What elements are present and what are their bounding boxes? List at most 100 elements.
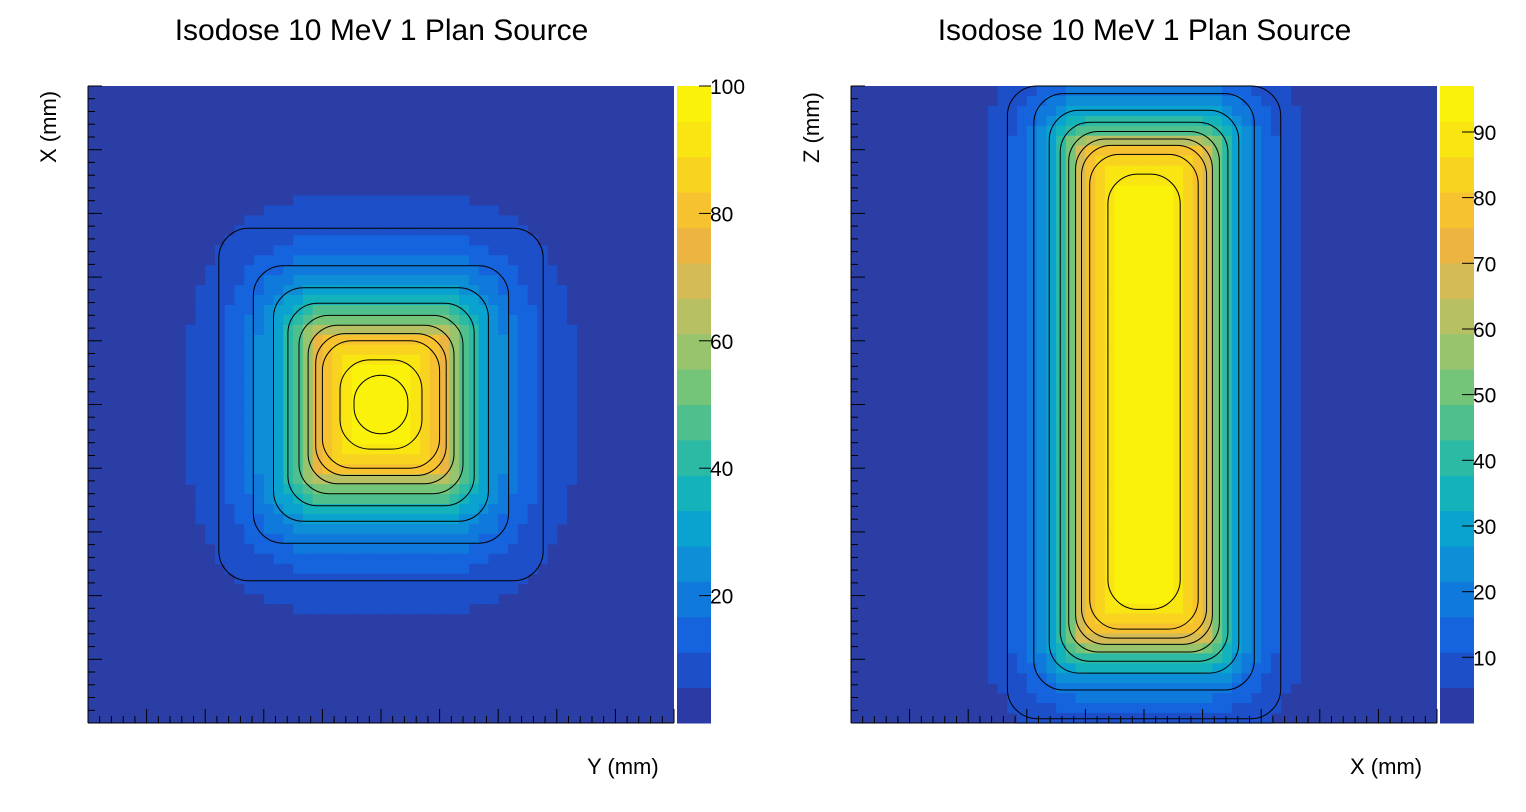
heatmap-cell <box>224 275 236 286</box>
heatmap-cell <box>234 374 245 386</box>
heatmap-cell <box>488 494 499 505</box>
heatmap-cell <box>1104 444 1116 455</box>
heatmap-cell <box>1085 354 1096 366</box>
heatmap-cell <box>273 454 284 465</box>
heatmap-cell <box>341 474 353 485</box>
heatmap-cell <box>214 354 226 366</box>
heatmap-cell <box>341 504 353 515</box>
heatmap-cell <box>1065 205 1077 216</box>
heatmap-cell <box>517 295 529 306</box>
heatmap-cell <box>1065 115 1077 127</box>
heatmap-cell <box>1290 504 1301 515</box>
heatmap-cell <box>1212 115 1223 127</box>
heatmap-cell <box>1192 145 1204 157</box>
heatmap-cell <box>1056 523 1067 535</box>
heatmap-cell <box>322 394 333 406</box>
heatmap-cell <box>517 384 529 396</box>
heatmap-cell <box>997 215 1008 226</box>
heatmap-cell <box>478 583 490 595</box>
heatmap-cell <box>400 414 411 425</box>
heatmap-cell <box>1231 145 1243 157</box>
heatmap-cell <box>1104 354 1116 366</box>
heatmap-cell <box>1280 285 1292 296</box>
heatmap-cell <box>400 245 411 256</box>
heatmap-cell <box>1144 583 1155 595</box>
heatmap-cell <box>439 245 450 256</box>
heatmap-cell <box>205 364 216 376</box>
heatmap-cell <box>322 235 333 246</box>
heatmap-cell <box>517 334 529 346</box>
heatmap-cell <box>507 354 519 366</box>
heatmap-cell <box>1046 125 1057 137</box>
heatmap-cell <box>1036 663 1047 674</box>
heatmap-cell <box>1124 255 1135 266</box>
heatmap-cell <box>1261 195 1272 207</box>
heatmap-cell <box>1095 255 1106 266</box>
heatmap-cell <box>1104 86 1116 97</box>
heatmap-cell <box>1104 245 1116 256</box>
heatmap-cell <box>1017 225 1028 236</box>
heatmap-cell <box>1212 523 1223 535</box>
heatmap-cell <box>1163 205 1174 216</box>
heatmap-cell <box>478 444 490 455</box>
heatmap-cell <box>1085 86 1096 97</box>
heatmap-cell <box>1261 543 1272 555</box>
heatmap-cell <box>1026 434 1038 445</box>
heatmap-cell <box>254 225 265 236</box>
heatmap-cell <box>997 115 1008 127</box>
heatmap-cell <box>410 295 421 306</box>
heatmap-cell <box>371 394 382 406</box>
heatmap-cell <box>1104 673 1116 684</box>
heatmap-cell <box>195 504 206 515</box>
heatmap-cell <box>1026 86 1038 97</box>
heatmap-cell <box>1163 573 1174 585</box>
heatmap-cell <box>1007 205 1018 216</box>
heatmap-cell <box>987 175 999 187</box>
heatmap-cell <box>1095 533 1106 545</box>
heatmap-cell <box>381 304 392 316</box>
heatmap-cell <box>517 444 529 455</box>
heatmap-cell <box>1144 633 1155 644</box>
heatmap-cell <box>254 553 265 565</box>
heatmap-cell <box>254 454 265 465</box>
heatmap-cell <box>1026 533 1038 545</box>
heatmap-cell <box>537 533 548 545</box>
heatmap-cell <box>1202 623 1213 635</box>
heatmap-cell <box>312 295 323 306</box>
heatmap-cell <box>381 215 392 226</box>
heatmap-cell <box>1075 454 1086 465</box>
heatmap-cell <box>459 255 470 266</box>
heatmap-cell <box>1251 334 1262 346</box>
heatmap-cell <box>987 105 999 117</box>
heatmap-cell <box>1270 464 1282 475</box>
heatmap-cell <box>351 454 363 465</box>
heatmap-cell <box>332 245 343 256</box>
heatmap-cell <box>1046 653 1057 664</box>
heatmap-cell <box>459 444 470 455</box>
heatmap-cell <box>293 394 304 406</box>
heatmap-cell <box>498 553 509 565</box>
heatmap-cell <box>1104 175 1116 187</box>
heatmap-cell <box>1144 235 1155 246</box>
heatmap-cell <box>1290 155 1301 167</box>
heatmap-cell <box>312 583 323 595</box>
heatmap-cell <box>537 523 548 535</box>
heatmap-cell <box>420 295 431 306</box>
heatmap-cell <box>1056 115 1067 127</box>
colorbar-segment <box>1440 121 1474 158</box>
heatmap-cell <box>1134 683 1145 694</box>
heatmap-cell <box>234 394 245 406</box>
heatmap-cell <box>1173 703 1184 714</box>
heatmap-cell <box>371 523 382 535</box>
x-axis-label: X (mm) <box>1350 754 1423 779</box>
heatmap-cell <box>1075 215 1086 226</box>
heatmap-cell <box>997 295 1008 306</box>
heatmap-cell <box>439 573 450 585</box>
heatmap-cell <box>390 205 402 216</box>
heatmap-cell <box>254 494 265 505</box>
heatmap-cell <box>224 553 236 565</box>
heatmap-cell <box>224 304 236 316</box>
heatmap-cell <box>1212 673 1223 684</box>
heatmap-cell <box>322 553 333 565</box>
heatmap-cell <box>195 474 206 485</box>
